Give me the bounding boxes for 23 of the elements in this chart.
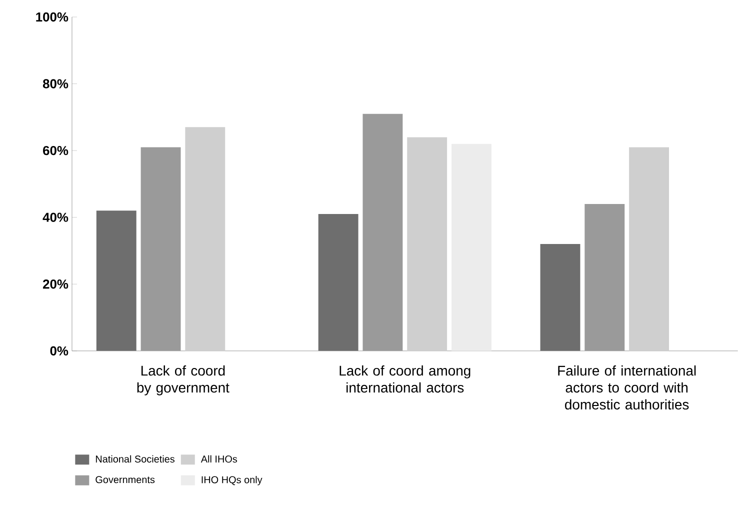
- y-tick-label: 100%: [36, 12, 68, 22]
- bar: [185, 127, 226, 351]
- x-tick-label: Lack of coord among international actors: [340, 365, 470, 393]
- y-tick-label: 0%: [50, 346, 68, 356]
- bar: [407, 137, 448, 351]
- bar: [96, 210, 136, 351]
- x-tick-label: Lack of coord by government: [137, 365, 230, 396]
- bar: [629, 147, 669, 351]
- y-tick-label: 20%: [43, 280, 68, 289]
- bar: [362, 114, 403, 351]
- bar: [318, 214, 358, 351]
- bar: [584, 204, 625, 351]
- bar: [540, 244, 580, 351]
- x-tick-label: Failure of international actors to coord with domestic authorities: [558, 365, 696, 410]
- y-tick-label: 80%: [42, 79, 68, 88]
- legend-label: IHO HQs only: [202, 476, 262, 486]
- bar: [140, 147, 181, 351]
- legend-label: All IHOs: [200, 455, 238, 463]
- legend-label: Governments: [96, 476, 155, 484]
- legend-label: National Societies: [96, 455, 175, 463]
- bar: [452, 144, 492, 351]
- y-tick-label: 60%: [43, 146, 68, 156]
- y-tick-label: 40%: [42, 212, 68, 222]
